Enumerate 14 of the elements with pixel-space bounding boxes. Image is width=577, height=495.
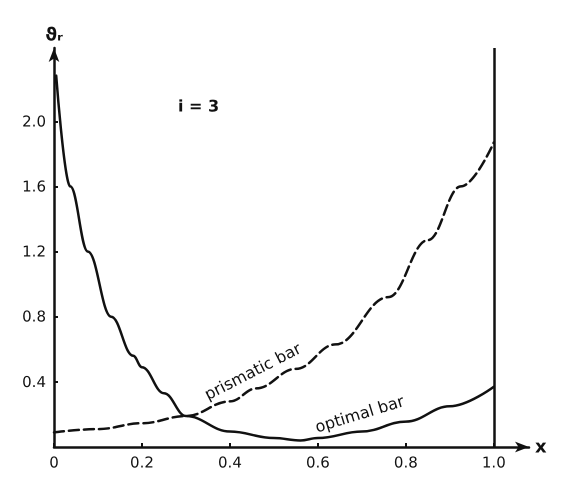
y-tick-label: 1.2 [22,242,46,261]
y-tick-label: 0.8 [22,308,46,326]
x-tick-label: 0.4 [218,454,242,472]
x-tick-label: 0 [49,454,59,472]
x-tick-label: 0.8 [394,454,418,472]
annotation: i = 3 [178,96,220,116]
x-axis-title: x [535,436,547,458]
x-tick-label: 0.2 [130,454,154,472]
y-tick-label: 1.6 [22,177,46,196]
x-tick-label: 1.0 [482,454,506,472]
y-tick-label: 0.4 [22,372,46,391]
x-tick-label: 0.6 [306,454,330,472]
y-axis-title: ϑᵣ [45,24,64,46]
y-tick-label: 2.0 [22,112,46,130]
